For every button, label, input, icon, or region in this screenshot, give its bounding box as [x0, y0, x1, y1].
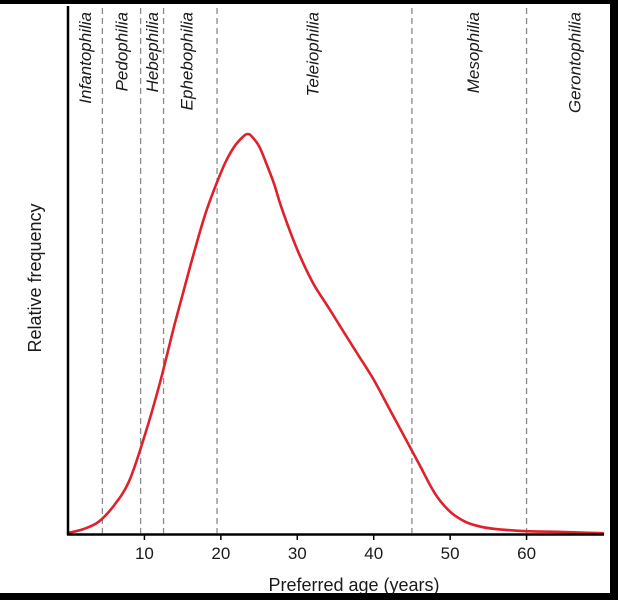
x-tick-label: 50	[441, 544, 460, 563]
x-axis-ticks: 10 20 30 40 50 60	[135, 534, 536, 563]
frequency-curve	[66, 132, 605, 535]
x-tick-label: 10	[135, 544, 154, 563]
region-label-hebephilia: Hebephilia	[143, 12, 162, 92]
region-boundaries	[101, 8, 528, 533]
y-axis-title: Relative frequency	[25, 203, 45, 352]
region-label-gerontophilia: Gerontophilia	[566, 12, 585, 113]
region-label-mesophilia: Mesophilia	[464, 12, 483, 93]
region-labels: Infantophilia Pedophilia Hebephilia Ephebop…	[76, 12, 585, 113]
bottom-bar	[0, 593, 618, 600]
x-tick-label: 30	[288, 544, 307, 563]
region-label-teleiophilia: Teleiophilia	[304, 12, 323, 96]
region-label-infantophilia: Infantophilia	[76, 12, 95, 104]
region-label-ephebophilia: Ephebophilia	[177, 12, 196, 110]
x-tick-label: 40	[364, 544, 383, 563]
x-tick-label: 20	[211, 544, 230, 563]
region-label-pedophilia: Pedophilia	[113, 12, 132, 91]
x-axis-title: Preferred age (years)	[268, 575, 439, 595]
x-tick-label: 60	[517, 544, 536, 563]
